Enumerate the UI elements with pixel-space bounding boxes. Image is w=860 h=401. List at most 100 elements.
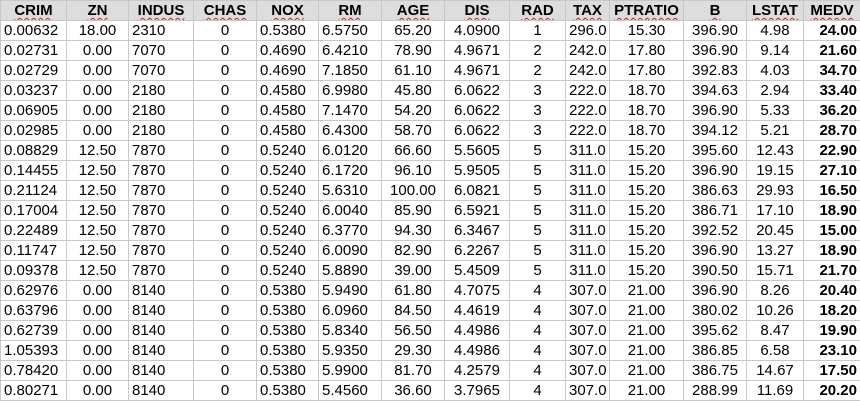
cell-dis[interactable]: 6.3467: [445, 221, 510, 241]
column-header-rm[interactable]: RM: [319, 1, 382, 21]
cell-lstat[interactable]: 10.26: [747, 301, 804, 321]
cell-rad[interactable]: 3: [510, 121, 566, 141]
cell-nox[interactable]: 0.4690: [257, 41, 319, 61]
cell-dis[interactable]: 4.0900: [445, 21, 510, 41]
column-header-age[interactable]: AGE: [382, 1, 445, 21]
cell-nox[interactable]: 0.4580: [257, 81, 319, 101]
cell-nox[interactable]: 0.5240: [257, 181, 319, 201]
cell-ptratio[interactable]: 15.20: [610, 241, 684, 261]
cell-crim[interactable]: 0.62976: [1, 281, 67, 301]
cell-tax[interactable]: 311.0: [566, 141, 610, 161]
cell-indus[interactable]: 7870: [129, 161, 194, 181]
cell-zn[interactable]: 0.00: [67, 361, 129, 381]
cell-rm[interactable]: 5.9350: [319, 341, 382, 361]
cell-zn[interactable]: 12.50: [67, 181, 129, 201]
cell-b[interactable]: 396.90: [684, 41, 747, 61]
cell-ptratio[interactable]: 15.20: [610, 141, 684, 161]
cell-indus[interactable]: 7870: [129, 181, 194, 201]
cell-zn[interactable]: 0.00: [67, 301, 129, 321]
cell-chas[interactable]: 0: [194, 81, 257, 101]
cell-tax[interactable]: 311.0: [566, 261, 610, 281]
cell-tax[interactable]: 311.0: [566, 241, 610, 261]
cell-tax[interactable]: 307.0: [566, 381, 610, 401]
cell-rad[interactable]: 4: [510, 321, 566, 341]
cell-chas[interactable]: 0: [194, 201, 257, 221]
cell-ptratio[interactable]: 15.20: [610, 201, 684, 221]
cell-ptratio[interactable]: 15.20: [610, 261, 684, 281]
cell-crim[interactable]: 0.62739: [1, 321, 67, 341]
cell-indus[interactable]: 8140: [129, 341, 194, 361]
cell-medv[interactable]: 18.90: [804, 201, 860, 221]
cell-ptratio[interactable]: 15.30: [610, 21, 684, 41]
cell-lstat[interactable]: 8.26: [747, 281, 804, 301]
cell-ptratio[interactable]: 21.00: [610, 341, 684, 361]
cell-dis[interactable]: 5.9505: [445, 161, 510, 181]
cell-crim[interactable]: 0.09378: [1, 261, 67, 281]
cell-lstat[interactable]: 12.43: [747, 141, 804, 161]
cell-age[interactable]: 100.00: [382, 181, 445, 201]
column-header-crim[interactable]: CRIM: [1, 1, 67, 21]
cell-medv[interactable]: 22.90: [804, 141, 860, 161]
cell-rm[interactable]: 6.9980: [319, 81, 382, 101]
cell-chas[interactable]: 0: [194, 101, 257, 121]
cell-nox[interactable]: 0.5380: [257, 301, 319, 321]
cell-dis[interactable]: 4.2579: [445, 361, 510, 381]
cell-zn[interactable]: 18.00: [67, 21, 129, 41]
cell-indus[interactable]: 8140: [129, 301, 194, 321]
cell-rad[interactable]: 5: [510, 241, 566, 261]
cell-tax[interactable]: 311.0: [566, 161, 610, 181]
cell-tax[interactable]: 307.0: [566, 341, 610, 361]
cell-lstat[interactable]: 14.67: [747, 361, 804, 381]
cell-crim[interactable]: 0.14455: [1, 161, 67, 181]
cell-chas[interactable]: 0: [194, 261, 257, 281]
cell-medv[interactable]: 21.60: [804, 41, 860, 61]
column-header-ptratio[interactable]: PTRATIO: [610, 1, 684, 21]
cell-indus[interactable]: 8140: [129, 321, 194, 341]
cell-ptratio[interactable]: 15.20: [610, 181, 684, 201]
cell-nox[interactable]: 0.5380: [257, 341, 319, 361]
column-header-tax[interactable]: TAX: [566, 1, 610, 21]
cell-dis[interactable]: 4.7075: [445, 281, 510, 301]
column-header-chas[interactable]: CHAS: [194, 1, 257, 21]
cell-nox[interactable]: 0.4580: [257, 101, 319, 121]
cell-tax[interactable]: 242.0: [566, 61, 610, 81]
cell-crim[interactable]: 0.63796: [1, 301, 67, 321]
cell-chas[interactable]: 0: [194, 361, 257, 381]
cell-age[interactable]: 82.90: [382, 241, 445, 261]
cell-ptratio[interactable]: 21.00: [610, 301, 684, 321]
cell-rad[interactable]: 1: [510, 21, 566, 41]
cell-crim[interactable]: 0.02985: [1, 121, 67, 141]
cell-indus[interactable]: 2180: [129, 101, 194, 121]
cell-age[interactable]: 65.20: [382, 21, 445, 41]
cell-ptratio[interactable]: 21.00: [610, 381, 684, 401]
cell-zn[interactable]: 0.00: [67, 341, 129, 361]
cell-lstat[interactable]: 13.27: [747, 241, 804, 261]
cell-age[interactable]: 56.50: [382, 321, 445, 341]
cell-medv[interactable]: 36.20: [804, 101, 860, 121]
cell-rm[interactable]: 7.1470: [319, 101, 382, 121]
cell-age[interactable]: 61.10: [382, 61, 445, 81]
cell-indus[interactable]: 8140: [129, 281, 194, 301]
cell-rm[interactable]: 6.5750: [319, 21, 382, 41]
cell-b[interactable]: 395.62: [684, 321, 747, 341]
cell-dis[interactable]: 5.4509: [445, 261, 510, 281]
cell-dis[interactable]: 5.5605: [445, 141, 510, 161]
cell-age[interactable]: 39.00: [382, 261, 445, 281]
cell-indus[interactable]: 7870: [129, 201, 194, 221]
cell-medv[interactable]: 17.50: [804, 361, 860, 381]
cell-zn[interactable]: 0.00: [67, 121, 129, 141]
cell-nox[interactable]: 0.5240: [257, 141, 319, 161]
cell-b[interactable]: 396.90: [684, 101, 747, 121]
cell-tax[interactable]: 296.0: [566, 21, 610, 41]
cell-zn[interactable]: 12.50: [67, 261, 129, 281]
cell-crim[interactable]: 0.80271: [1, 381, 67, 401]
cell-rad[interactable]: 2: [510, 61, 566, 81]
cell-zn[interactable]: 12.50: [67, 241, 129, 261]
cell-rm[interactable]: 6.3770: [319, 221, 382, 241]
cell-medv[interactable]: 33.40: [804, 81, 860, 101]
cell-rad[interactable]: 3: [510, 101, 566, 121]
cell-crim[interactable]: 0.06905: [1, 101, 67, 121]
cell-rm[interactable]: 6.0040: [319, 201, 382, 221]
cell-medv[interactable]: 27.10: [804, 161, 860, 181]
cell-ptratio[interactable]: 15.20: [610, 221, 684, 241]
